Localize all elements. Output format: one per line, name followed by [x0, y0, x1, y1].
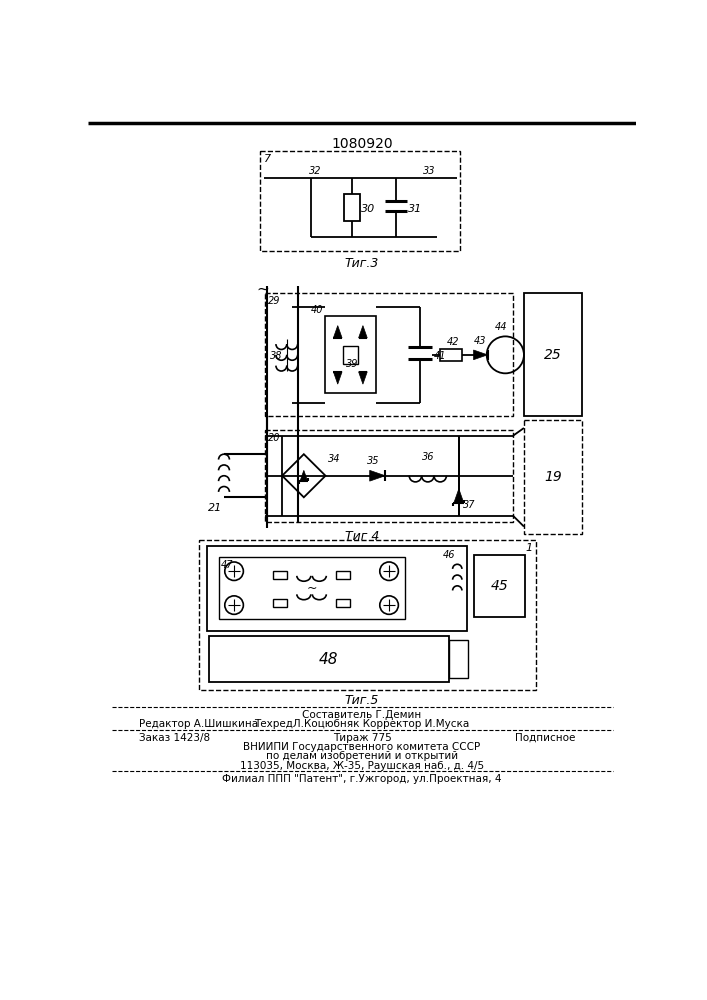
- Polygon shape: [474, 350, 488, 360]
- Text: ~: ~: [306, 582, 317, 595]
- Polygon shape: [300, 470, 308, 481]
- Bar: [273, 599, 287, 607]
- Polygon shape: [334, 372, 342, 384]
- Bar: [199, 540, 537, 690]
- Text: 19: 19: [544, 470, 562, 484]
- Text: 42: 42: [448, 337, 460, 347]
- Polygon shape: [454, 489, 464, 503]
- Bar: [260, 151, 460, 251]
- Bar: [524, 293, 582, 416]
- Text: Филиал ППП "Патент", г.Ужгород, ул.Проектная, 4: Филиал ППП "Патент", г.Ужгород, ул.Проек…: [222, 774, 502, 784]
- Text: 35: 35: [368, 456, 380, 466]
- Text: 44: 44: [495, 322, 508, 332]
- Text: Редактор А.Шишкина: Редактор А.Шишкина: [139, 719, 258, 729]
- Text: 38: 38: [270, 351, 282, 361]
- Text: 30: 30: [361, 204, 375, 214]
- Bar: [337, 571, 351, 579]
- Bar: [440, 349, 462, 361]
- Text: ТехредЛ.Коцюбняк Корректор И.Муска: ТехредЛ.Коцюбняк Корректор И.Муска: [255, 719, 469, 729]
- Text: Подписное: Подписное: [515, 733, 575, 743]
- Bar: [524, 420, 582, 534]
- Text: 43: 43: [474, 336, 487, 346]
- Text: 31: 31: [409, 204, 423, 214]
- Text: 1080920: 1080920: [331, 137, 393, 151]
- Bar: [265, 430, 513, 522]
- Text: 34: 34: [328, 454, 340, 464]
- Bar: [265, 293, 513, 416]
- Text: ~: ~: [257, 282, 269, 297]
- Bar: [325, 316, 375, 393]
- Bar: [209, 636, 449, 682]
- Polygon shape: [358, 372, 367, 384]
- Bar: [474, 555, 525, 617]
- Text: 113035, Москва, Ж-35, Раушская наб., д. 4/5: 113035, Москва, Ж-35, Раушская наб., д. …: [240, 761, 484, 771]
- Polygon shape: [358, 326, 367, 338]
- Text: 20: 20: [268, 433, 281, 443]
- Bar: [344, 194, 360, 221]
- Text: Тираж 775: Тираж 775: [332, 733, 392, 743]
- Polygon shape: [334, 326, 342, 338]
- Text: 41: 41: [434, 351, 447, 361]
- Polygon shape: [370, 470, 385, 481]
- Text: ВНИИПИ Государственного комитета СССР: ВНИИПИ Государственного комитета СССР: [243, 742, 481, 752]
- Text: Заказ 1423/8: Заказ 1423/8: [139, 733, 210, 743]
- Bar: [207, 546, 467, 631]
- Text: 47: 47: [221, 560, 233, 570]
- Text: 32: 32: [309, 166, 322, 176]
- Text: 45: 45: [491, 579, 508, 593]
- Text: 37: 37: [462, 500, 475, 510]
- Text: 48: 48: [319, 652, 339, 666]
- Text: 33: 33: [423, 166, 436, 176]
- Text: Τиг 4: Τиг 4: [345, 530, 379, 543]
- Text: 39: 39: [346, 359, 359, 369]
- Bar: [449, 640, 468, 678]
- Text: Τиг.3: Τиг.3: [345, 257, 379, 270]
- Text: 40: 40: [311, 305, 324, 315]
- Bar: [218, 557, 404, 619]
- Text: Составитель Г.Демин: Составитель Г.Демин: [303, 710, 421, 720]
- Text: по делам изобретений и открытий: по делам изобретений и открытий: [266, 751, 458, 761]
- Text: 21: 21: [208, 503, 222, 513]
- Text: Τиг.5: Τиг.5: [345, 694, 379, 707]
- Bar: [343, 346, 358, 364]
- Text: 36: 36: [421, 452, 434, 462]
- Text: 29: 29: [268, 296, 281, 306]
- Bar: [273, 571, 287, 579]
- Text: 7: 7: [264, 154, 271, 164]
- Text: 25: 25: [544, 348, 562, 362]
- Text: 1: 1: [525, 543, 532, 553]
- Text: 46: 46: [443, 550, 456, 560]
- Bar: [337, 599, 351, 607]
